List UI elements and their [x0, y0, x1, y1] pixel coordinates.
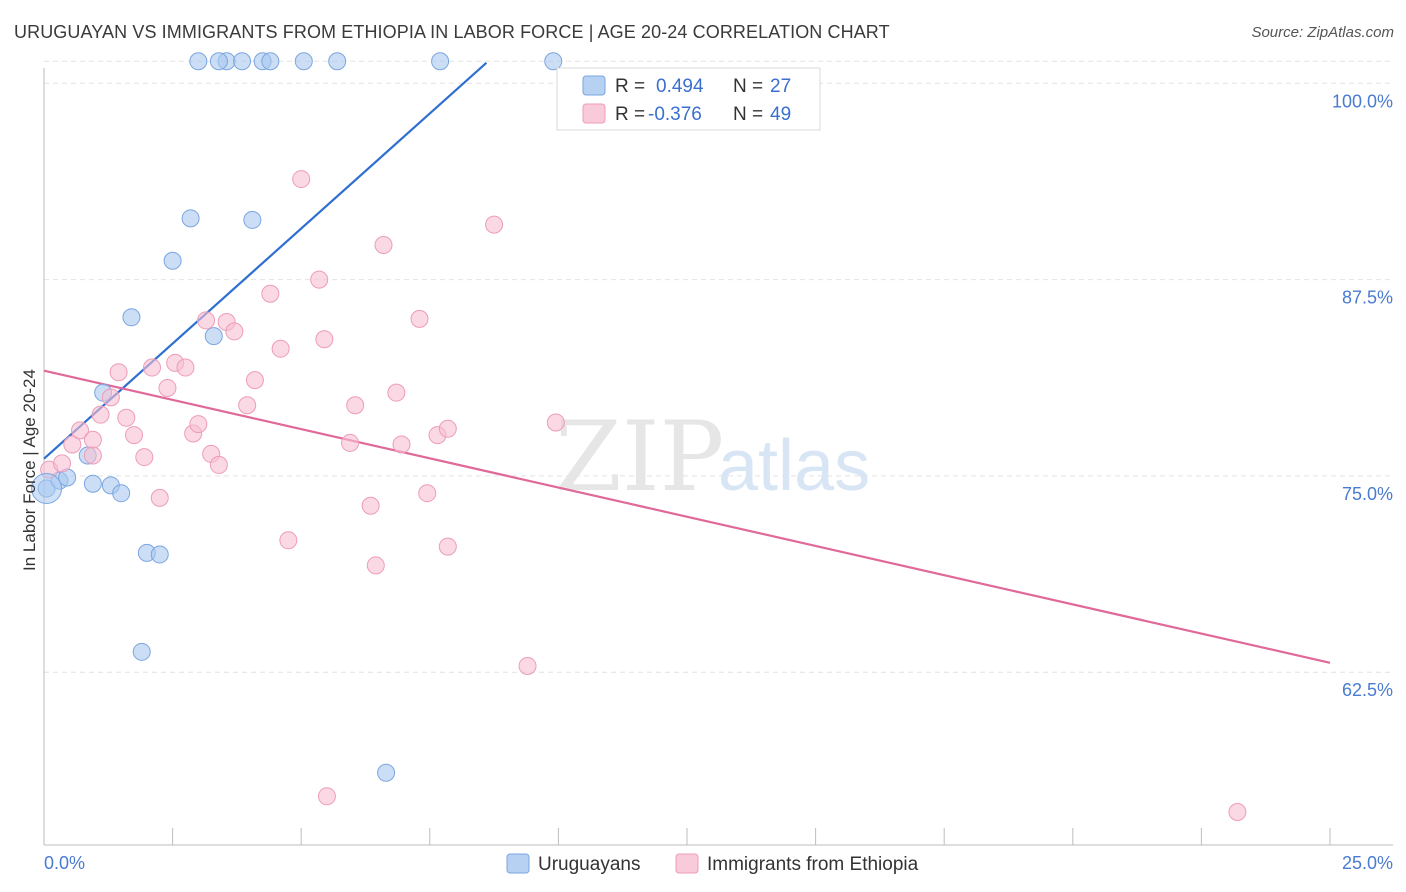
point-s1-8: [109, 363, 128, 382]
watermark: ZIP atlas: [555, 401, 870, 513]
point-s1-24: [238, 396, 257, 415]
point-s1-29: [292, 170, 311, 189]
point-s1-25: [245, 371, 264, 390]
point-s0-16: [233, 52, 252, 71]
point-s0-18: [209, 52, 228, 71]
point-s1-2: [63, 435, 82, 454]
series-label-ethiopia: Immigrants from Ethiopia: [707, 854, 919, 875]
series-legend: Uruguayans Immigrants from Ethiopia: [506, 853, 919, 875]
y-tick-label-1: 87.5%: [1342, 288, 1393, 308]
point-s1-3: [71, 421, 90, 440]
point-s1-13: [150, 488, 169, 507]
point-s1-10: [125, 426, 144, 445]
point-s0-20: [294, 52, 313, 71]
watermark-zip: ZIP: [555, 401, 724, 513]
legend-n-value-1: 27: [770, 76, 791, 97]
data-points: [31, 52, 1247, 822]
point-s1-6: [91, 405, 110, 424]
point-s1-32: [341, 433, 360, 452]
point-s1-33: [346, 396, 365, 415]
point-s1-36: [374, 236, 393, 255]
y-tick-label-2: 75.0%: [1342, 484, 1393, 504]
point-s0-10: [150, 545, 169, 564]
point-s0-8: [122, 308, 141, 327]
point-s0-11: [163, 251, 182, 270]
point-s1-37: [387, 383, 406, 402]
point-s1-16: [176, 358, 195, 377]
point-s0-14: [243, 210, 262, 229]
source-label: Source: ZipAtlas.com: [1251, 24, 1394, 41]
x-tick-label-min: 0.0%: [44, 853, 85, 873]
point-s1-21: [209, 455, 228, 474]
y-tick-label-0: 100.0%: [1332, 91, 1393, 111]
series-swatch-ethiopia: [675, 853, 699, 874]
y-axis-label: In Labor Force | Age 20-24: [20, 369, 39, 571]
point-s1-34: [361, 496, 380, 515]
trend-lines: [43, 62, 1331, 664]
point-s1-19: [197, 311, 216, 330]
point-s1-9: [117, 408, 136, 427]
point-s0-12: [181, 209, 200, 228]
point-s1-26: [261, 284, 280, 303]
point-s1-23: [225, 322, 244, 341]
series-swatch-uruguayans: [506, 853, 530, 874]
point-s1-18: [189, 415, 208, 434]
y-tick-labels: 100.0% 87.5% 75.0% 62.5%: [1332, 91, 1393, 700]
legend-r-label-2: R =: [615, 104, 645, 125]
point-s1-48: [1228, 803, 1247, 822]
series-label-uruguayans: Uruguayans: [538, 854, 640, 875]
point-s0-6: [112, 484, 131, 503]
point-s0-26: [189, 52, 208, 71]
point-s1-39: [410, 309, 429, 328]
point-s0-24: [132, 642, 151, 661]
point-s1-12: [143, 358, 162, 377]
point-s1-31: [315, 330, 334, 349]
x-tick-label-max: 25.0%: [1342, 853, 1393, 873]
point-s1-44: [485, 215, 504, 234]
point-s0-4: [83, 474, 102, 493]
point-s1-7: [101, 388, 120, 407]
legend-r-value-2: -0.376: [648, 104, 702, 125]
point-s0-25: [377, 763, 396, 782]
legend-n-value-2: 49: [770, 104, 791, 125]
point-s1-42: [438, 419, 457, 438]
chart-title: URUGUAYAN VS IMMIGRANTS FROM ETHIOPIA IN…: [14, 22, 890, 42]
legend-n-label-1: N =: [733, 76, 763, 97]
legend-r-label-1: R =: [615, 76, 645, 97]
y-tick-label-3: 62.5%: [1342, 680, 1393, 700]
point-s1-47: [317, 787, 336, 806]
point-s0-21: [328, 52, 347, 71]
point-s1-4: [83, 430, 102, 449]
legend-n-label-2: N =: [733, 104, 763, 125]
legend-swatch-uruguayans: [582, 75, 606, 96]
grid-lines: [44, 60, 1393, 673]
point-s1-43: [438, 537, 457, 556]
legend-r-value-1: 0.494: [656, 76, 704, 97]
axes: [43, 68, 1393, 846]
point-large-cluster: [31, 472, 63, 504]
correlation-legend: R = 0.494 N = 27 R = -0.376 N = 49: [556, 67, 821, 131]
point-s1-38: [392, 435, 411, 454]
point-s1-27: [271, 339, 290, 358]
legend-swatch-ethiopia: [582, 103, 606, 124]
point-s0-19: [261, 52, 280, 71]
point-s1-14: [158, 378, 177, 397]
point-s1-28: [279, 531, 298, 550]
point-s1-30: [310, 270, 329, 289]
point-s0-13: [204, 327, 223, 346]
point-s1-11: [135, 448, 154, 467]
watermark-atlas: atlas: [718, 426, 870, 506]
trend-line-1: [43, 369, 1331, 664]
point-s1-46: [546, 413, 565, 432]
point-s1-35: [366, 556, 385, 575]
point-s0-22: [431, 52, 450, 71]
point-s1-5: [83, 446, 102, 465]
point-s1-45: [518, 656, 537, 675]
point-s1-1: [53, 454, 72, 473]
point-s1-40: [418, 484, 437, 503]
point-s0-23: [544, 52, 563, 71]
